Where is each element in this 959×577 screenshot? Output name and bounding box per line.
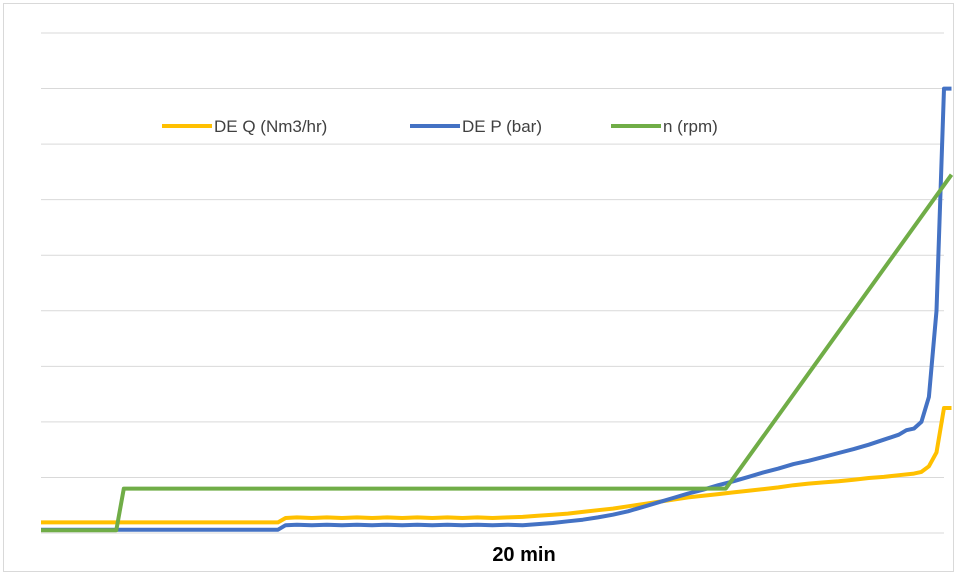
legend: DE Q (Nm3/hr) DE P (bar) n (rpm) <box>162 117 718 136</box>
series-line-n-rpm <box>41 173 954 533</box>
legend-label-n-rpm: n (rpm) <box>663 117 718 136</box>
series-line-de-q-nm3-hr <box>41 406 952 525</box>
legend-label-de-p: DE P (bar) <box>462 117 542 136</box>
legend-label-de-q: DE Q (Nm3/hr) <box>214 117 327 136</box>
gridlines <box>41 32 944 534</box>
series-lines <box>41 86 954 533</box>
series-line-de-p-bar <box>41 86 952 532</box>
x-axis-label: 20 min <box>492 544 555 566</box>
